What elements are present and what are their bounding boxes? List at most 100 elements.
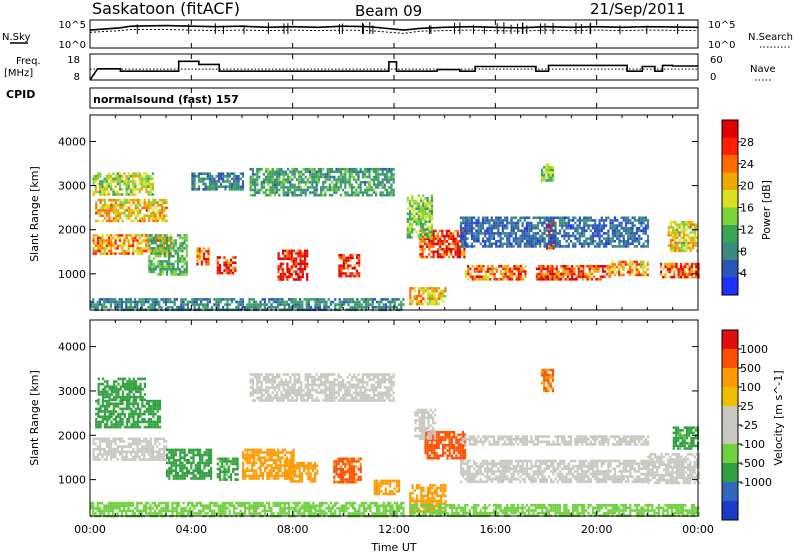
range-gate-cell (127, 437, 130, 441)
range-gate-cell (145, 298, 148, 301)
range-gate-cell (596, 232, 599, 235)
range-gate-cell (419, 223, 423, 226)
range-gate-cell (292, 278, 296, 281)
range-gate-cell (108, 410, 111, 413)
range-gate-cell (143, 455, 146, 459)
range-gate-cell (676, 241, 679, 245)
range-gate-cell (154, 399, 157, 403)
range-gate-cell (640, 221, 643, 225)
range-gate-cell (136, 447, 139, 451)
range-gate-cell (95, 219, 98, 223)
range-gate-cell (242, 456, 245, 459)
range-gate-cell (251, 188, 254, 192)
range-gate-cell (145, 244, 148, 248)
range-gate-cell (216, 462, 219, 466)
range-gate-cell (432, 242, 435, 246)
range-gate-cell (154, 442, 157, 446)
range-gate-cell (165, 445, 168, 448)
range-gate-cell (96, 175, 100, 178)
range-gate-cell (210, 472, 213, 475)
range-gate-cell (468, 221, 471, 225)
range-gate-cell (135, 390, 138, 394)
range-gate-cell (234, 460, 237, 463)
range-gate-cell (161, 262, 164, 266)
range-gate-cell (372, 183, 375, 187)
range-gate-cell (567, 216, 570, 220)
range-gate-cell (356, 300, 359, 304)
range-gate-cell (530, 221, 533, 225)
range-gate-cell (168, 456, 171, 459)
range-gate-cell (616, 234, 619, 238)
range-gate-cell (143, 420, 146, 424)
range-gate-cell (424, 215, 427, 218)
range-gate-cell (629, 232, 632, 235)
range-gate-cell (242, 472, 245, 475)
range-gate-cell (646, 224, 650, 227)
range-gate-cell (679, 268, 682, 271)
range-gate-cell (306, 278, 309, 281)
range-gate-cell (115, 393, 118, 396)
range-gate-cell (145, 201, 148, 204)
range-gate-cell (291, 167, 294, 171)
range-gate-cell (139, 198, 142, 202)
range-gate-cell (693, 262, 696, 266)
range-gate-cell (510, 221, 513, 225)
range-gate-cell (337, 186, 340, 189)
range-gate-cell (151, 453, 155, 456)
range-gate-cell (587, 242, 590, 246)
range-gate-cell (463, 247, 466, 251)
range-gate-cell (562, 265, 565, 268)
range-gate-cell (340, 256, 343, 260)
range-gate-cell (269, 180, 272, 184)
range-gate-cell (409, 294, 412, 298)
range-gate-cell (421, 245, 424, 248)
range-gate-cell (223, 261, 226, 264)
range-gate-cell (690, 268, 693, 271)
range-gate-cell (179, 254, 182, 258)
range-gate-cell (114, 234, 117, 237)
range-gate-cell (121, 450, 124, 454)
range-gate-cell (499, 232, 502, 235)
range-gate-cell (315, 178, 318, 181)
range-gate-cell (177, 477, 180, 480)
range-gate-cell (250, 448, 253, 452)
range-gate-cell (232, 256, 235, 259)
range-gate-cell (535, 272, 539, 276)
range-gate-cell (425, 245, 429, 248)
range-gate-cell (355, 188, 358, 192)
range-gate-cell (152, 204, 155, 207)
range-gate-cell (290, 249, 293, 253)
range-gate-cell (288, 267, 291, 271)
range-gate-cell (519, 229, 522, 233)
range-gate-cell (112, 244, 115, 248)
range-gate-cell (185, 265, 188, 268)
range-gate-cell (674, 249, 677, 253)
range-gate-cell (544, 267, 547, 271)
range-gate-cell (349, 274, 352, 278)
range-gate-cell (525, 239, 529, 243)
range-gate-cell (517, 219, 520, 222)
range-gate-cell (347, 303, 350, 306)
range-gate-cell (419, 220, 423, 223)
range-gate-cell (196, 250, 199, 253)
range-gate-cell (235, 188, 238, 191)
range-gate-cell (354, 300, 357, 304)
range-gate-cell (392, 180, 395, 184)
range-gate-cell (291, 170, 294, 174)
range-gate-cell (291, 183, 294, 187)
range-gate-cell (232, 460, 235, 463)
range-gate-cell (221, 462, 224, 466)
range-gate-cell (287, 191, 290, 194)
range-gate-cell (104, 380, 107, 383)
range-gate-cell (116, 244, 119, 248)
range-gate-cell (150, 252, 153, 255)
range-gate-cell (454, 253, 457, 256)
range-gate-cell (428, 242, 431, 246)
range-gate-cell (695, 268, 698, 271)
range-gate-cell (436, 237, 440, 241)
range-gate-cell (440, 297, 443, 301)
range-gate-cell (218, 473, 222, 476)
range-gate-cell (519, 219, 522, 222)
range-gate-cell (566, 265, 569, 268)
range-gate-cell (201, 472, 204, 475)
